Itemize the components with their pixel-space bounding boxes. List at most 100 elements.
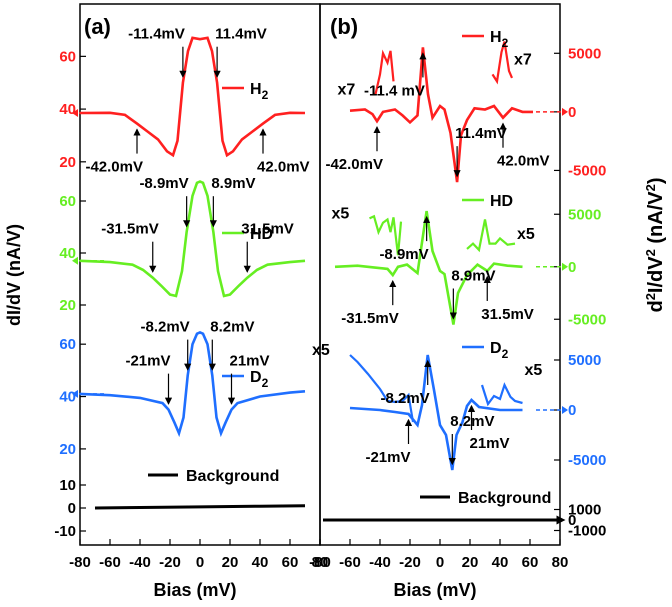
- y-tick-label: -5000: [568, 162, 606, 179]
- legend-label-subscript: 2: [262, 88, 269, 102]
- legend-label-h2: H2: [490, 29, 509, 50]
- baseline-arrowhead: [72, 256, 78, 265]
- panel-b-ylabel-sup: 2: [643, 184, 658, 191]
- y-tick-label: 5000: [568, 206, 601, 223]
- annotation-label: 21mV: [230, 353, 270, 370]
- panel-b-ylabel-part: ): [645, 177, 667, 184]
- panel-b-xlabel: Bias (mV): [393, 580, 476, 600]
- annotation-label: -8.2mV: [380, 390, 429, 407]
- annotation-label: 8.2mV: [450, 413, 494, 430]
- magnified-trace: [349, 354, 415, 423]
- annotation-label: -21mV: [365, 449, 410, 466]
- legend-label-hd: HD: [250, 226, 273, 243]
- x-tick-label: 60: [522, 554, 539, 571]
- y-tick-label: 0: [68, 500, 76, 517]
- y-tick-label: 0: [568, 512, 576, 529]
- annotation-label: 31.5mV: [481, 306, 534, 323]
- y-tick-label: 40: [59, 101, 76, 118]
- x-tick-label: 40: [492, 554, 509, 571]
- x-tick-label: 0: [436, 554, 444, 571]
- legend-label-d2: D2: [490, 340, 509, 361]
- series-line-d2: [79, 330, 306, 438]
- magnified-trace: [374, 49, 395, 95]
- legend-label-hd: HD: [490, 193, 513, 210]
- y-tick-label: -10: [54, 523, 76, 540]
- y-tick-label: 1000: [568, 502, 601, 519]
- panel-b-ylabel-part: d: [645, 300, 667, 312]
- series-line-hd: [79, 180, 306, 298]
- annotation-label: 42.0mV: [257, 159, 310, 176]
- x-tick-label: -80: [309, 554, 331, 571]
- magnified-trace: [466, 219, 516, 253]
- panel-b-ylabel-part: (nA/V: [645, 191, 667, 249]
- x-tick-label: -60: [339, 554, 361, 571]
- panel-b-ylabel-sup: 2: [643, 249, 658, 256]
- annotation-label: 8.9mV: [211, 175, 255, 192]
- legend-label-subscript: 2: [502, 36, 509, 50]
- annotation-label: 21mV: [470, 435, 510, 452]
- y-tick-label: 40: [59, 245, 76, 262]
- legend-label-background: Background: [458, 490, 551, 507]
- panel-a-frame: [79, 3, 321, 546]
- x-tick-label: -40: [369, 554, 391, 571]
- annotation-label: -31.5mV: [101, 221, 159, 238]
- legend-label-d2: D2: [250, 369, 269, 390]
- legend-label-background: Background: [186, 468, 279, 485]
- series-line-background: [94, 504, 306, 510]
- baseline-arrowhead: [72, 109, 78, 118]
- y-tick-label: 5000: [568, 45, 601, 62]
- annotation-label: -11.4mV: [128, 26, 185, 43]
- annotation-label: 8.2mV: [210, 319, 254, 336]
- y-tick-label: 0: [568, 402, 576, 419]
- x-tick-label: -60: [99, 554, 121, 571]
- series-line-d2: [349, 354, 523, 471]
- y-tick-label: 20: [59, 441, 76, 458]
- magnification-label: x5: [332, 205, 350, 222]
- magnification-label: x5: [525, 362, 543, 379]
- y-tick-label: 60: [59, 336, 76, 353]
- x-tick-label: 80: [312, 554, 329, 571]
- panel-a-letter: (a): [84, 14, 111, 39]
- magnified-trace: [491, 41, 514, 85]
- y-tick-label: 5000: [568, 352, 601, 369]
- y-tick-label: 0: [568, 104, 576, 121]
- annotation-label: -42.0mV: [85, 159, 143, 176]
- annotation-label: -8.9mV: [139, 175, 188, 192]
- legend-label-subscript: 2: [262, 376, 269, 390]
- annotation-label: 11.4mV: [215, 26, 267, 43]
- legend-label-subscript: 2: [502, 347, 509, 361]
- panel-b-ylabel-part: I/dV: [645, 256, 667, 293]
- y-tick-label: 0: [568, 259, 576, 276]
- annotation-label: 8.9mV: [451, 268, 495, 285]
- annotation-label: -8.9mV: [379, 246, 428, 263]
- y-tick-label: 40: [59, 389, 76, 406]
- annotation-label: 11.4mV: [455, 125, 507, 142]
- y-tick-label: 20: [59, 154, 76, 171]
- panel-b-frame: [319, 3, 561, 546]
- series-line-hd: [334, 210, 523, 325]
- y-tick-label: -5000: [568, 311, 606, 328]
- x-tick-label: 80: [552, 554, 569, 571]
- baseline-arrowhead: [562, 406, 568, 414]
- y-tick-label: 60: [59, 48, 76, 65]
- magnified-trace: [480, 382, 523, 407]
- x-tick-label: 0: [196, 554, 204, 571]
- baseline-arrowhead: [562, 262, 568, 271]
- panel-b-letter: (b): [330, 14, 358, 39]
- x-tick-label: -20: [399, 554, 421, 571]
- annotation-label: -8.2mV: [140, 319, 189, 336]
- panel-b-ylabel: d2I/dV2 (nA/V2): [643, 177, 667, 312]
- x-tick-label: 60: [282, 554, 299, 571]
- panel-b-ylabel-sup: 2: [643, 293, 658, 300]
- y-tick-label: 20: [59, 297, 76, 314]
- legend-label-h2: H2: [250, 81, 269, 102]
- y-tick-label: 60: [59, 193, 76, 210]
- series-line-h2: [349, 47, 533, 183]
- x-tick-label: -40: [129, 554, 151, 571]
- baseline-arrowhead: [72, 389, 78, 398]
- magnification-label: x7: [338, 81, 356, 98]
- baseline-arrowhead: [562, 107, 568, 116]
